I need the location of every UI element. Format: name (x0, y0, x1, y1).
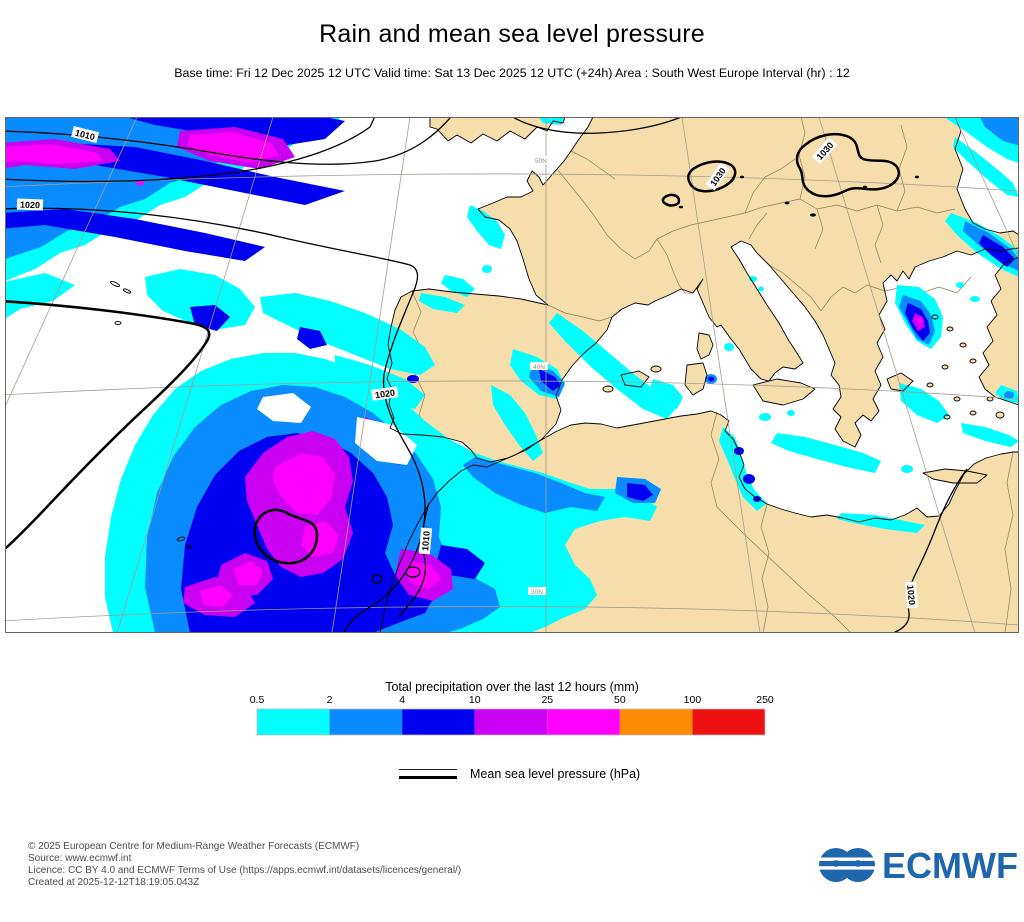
colorbar-cell (402, 709, 475, 735)
isobar-thick (0, 133, 900, 565)
isobar-labels: 1010 1020 1020 1010 1030 1030 1020 (16, 126, 919, 609)
graticule-labels: 50N 40N 30N (528, 156, 550, 596)
isobar-label: 1010 (74, 128, 96, 143)
graticule (0, 116, 1024, 634)
colorbar-cell (329, 709, 403, 735)
colorbar-cell (692, 709, 765, 735)
isobar-label: 1020 (905, 585, 917, 606)
footer-attribution: © 2025 European Centre for Medium-Range … (28, 841, 461, 889)
tick-label: 2 (326, 694, 333, 706)
lat-label: 50N (535, 158, 547, 165)
colorbar-cell (474, 709, 548, 735)
map-canvas: 1010 1020 1020 1010 1030 1030 1020 50N 4… (0, 111, 1024, 636)
ecmwf-logo-text: ECMWF (882, 845, 1017, 886)
precip-white-gaps (257, 393, 417, 465)
map-border (5, 117, 1019, 633)
footer-line: Source: www.ecmwf.int (28, 853, 132, 865)
tick-label: 4 (399, 694, 406, 706)
msl-legend-label: Mean sea level pressure (hPa) (470, 767, 641, 781)
lat-label: 40N (533, 364, 545, 371)
tick-label: 10 (468, 694, 481, 706)
tick-label: 0.5 (249, 694, 265, 706)
isobar-thick-sample (399, 776, 457, 779)
colorbar-cell (547, 709, 620, 735)
chart-subtitle: Base time: Fri 12 Dec 2025 12 UTC Valid … (174, 66, 850, 80)
isobar-contours (0, 111, 968, 636)
isobar-label: 1010 (420, 531, 432, 552)
page-title: Rain and mean sea level pressure (319, 20, 705, 48)
tick-label: 25 (541, 694, 554, 706)
precip-layer (0, 112, 1024, 633)
lat-label: 30N (531, 589, 543, 596)
precip-band-25 (0, 132, 923, 607)
ecmwf-logo: ECMWF (816, 845, 1017, 886)
tick-label: 250 (756, 694, 774, 706)
ecmwf-logo-mark (816, 848, 878, 882)
colorbar-cell (257, 709, 330, 735)
isobar-label: 1020 (374, 388, 395, 401)
isobar-thin (0, 111, 968, 636)
colorbar-cell (619, 709, 693, 735)
precip-colorbar (256, 708, 766, 736)
tick-label: 50 (614, 694, 626, 706)
weather-map-svg: 1010 1020 1020 1010 1030 1030 1020 50N 4… (0, 111, 1024, 636)
precip-legend-ticks: 0.5 2 4 10 25 50 100 250 (250, 694, 774, 706)
isobar-thin-sample (399, 769, 457, 770)
colorbar-outline (256, 708, 766, 736)
footer-line: Licence: CC BY 4.0 and ECMWF Terms of Us… (28, 865, 462, 877)
footer-line: Created at 2025-12-12T18:19:05.043Z (28, 877, 200, 889)
precip-legend-title: Total precipitation over the last 12 hou… (385, 680, 639, 694)
lake-dots (678, 175, 919, 217)
footer-line: © 2025 European Centre for Medium-Range … (28, 841, 360, 852)
tick-label: 100 (683, 694, 702, 706)
isobar-label: 1020 (20, 200, 40, 211)
